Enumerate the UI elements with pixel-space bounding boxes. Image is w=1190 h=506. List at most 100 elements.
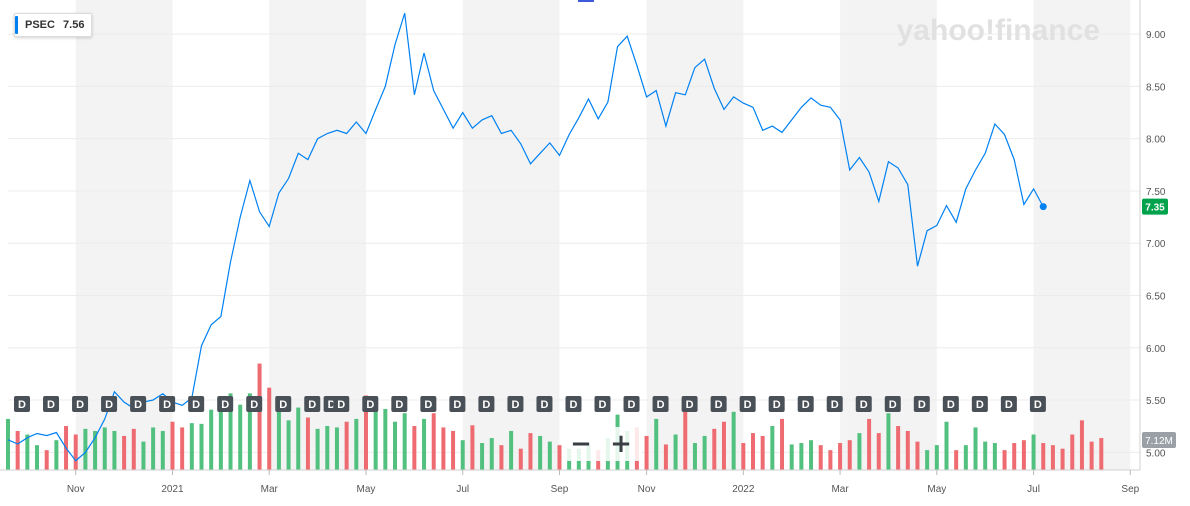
dividend-label: D xyxy=(337,399,345,411)
volume-bar xyxy=(44,450,49,470)
dividend-marker[interactable]: D xyxy=(304,396,321,412)
dividend-marker[interactable]: D xyxy=(188,396,205,412)
dividend-marker[interactable]: D xyxy=(43,396,60,412)
volume-bar xyxy=(547,441,552,470)
volume-bar xyxy=(867,418,872,470)
volume-bar xyxy=(276,411,281,470)
y-tick-label: 7.00 xyxy=(1146,239,1166,250)
dividend-badge xyxy=(594,396,611,412)
dividend-marker[interactable]: D xyxy=(101,396,118,412)
dividend-badge xyxy=(681,396,698,412)
volume-bar xyxy=(189,423,194,470)
dividend-marker[interactable]: D xyxy=(536,396,553,412)
volume-bar xyxy=(702,435,707,470)
dividend-marker[interactable]: D xyxy=(652,396,669,412)
dividend-marker[interactable]: D xyxy=(768,396,785,412)
dividend-label: D xyxy=(657,399,665,411)
volume-bar xyxy=(983,441,988,470)
dividend-label: D xyxy=(889,399,897,411)
dividend-marker[interactable]: D xyxy=(971,396,988,412)
dividend-label: D xyxy=(511,399,519,411)
dividend-marker[interactable]: D xyxy=(681,396,698,412)
volume-bar xyxy=(180,427,185,470)
dividend-marker[interactable]: D xyxy=(855,396,872,412)
volume-bar xyxy=(344,421,349,470)
volume-bar xyxy=(422,418,427,470)
dividend-label: D xyxy=(773,399,781,411)
volume-bar xyxy=(741,443,746,470)
dividend-marker[interactable]: D xyxy=(14,396,30,412)
dividend-marker[interactable]: D xyxy=(333,396,350,412)
dividend-marker[interactable]: D xyxy=(217,396,234,412)
zoom-in-button[interactable]: + xyxy=(610,429,632,459)
dividend-marker[interactable]: D xyxy=(159,396,176,412)
dividend-marker[interactable]: D xyxy=(739,396,756,412)
dividend-marker[interactable]: D xyxy=(275,396,292,412)
volume-bar xyxy=(876,433,881,470)
dividend-marker[interactable]: D xyxy=(710,396,727,412)
dividend-badge xyxy=(217,396,234,412)
dividend-marker[interactable]: D xyxy=(884,396,901,412)
dividend-marker[interactable]: D xyxy=(72,396,89,412)
dividend-marker[interactable]: D xyxy=(826,396,843,412)
price-line xyxy=(7,13,1044,462)
volume-bar xyxy=(847,440,852,470)
dividend-badge xyxy=(72,396,89,412)
y-tick-label: 5.50 xyxy=(1146,396,1166,407)
dividend-badge xyxy=(507,396,524,412)
volume-bar xyxy=(402,413,407,470)
background-band xyxy=(646,0,744,470)
volume-bar xyxy=(499,445,504,470)
dividend-marker[interactable]: D xyxy=(391,396,408,412)
dividend-marker[interactable]: D xyxy=(913,396,930,412)
dividend-marker[interactable]: D xyxy=(594,396,611,412)
price-legend[interactable]: PSEC 7.56 xyxy=(14,13,93,37)
dividend-marker[interactable]: D xyxy=(565,396,582,412)
dividend-marker[interactable]: D xyxy=(246,396,263,412)
volume-bar xyxy=(131,428,136,470)
dividend-label: D xyxy=(1034,399,1042,411)
dividend-marker[interactable]: D xyxy=(362,396,379,412)
volume-bar xyxy=(218,400,223,470)
volume-bar xyxy=(683,407,688,470)
dividend-marker[interactable]: D xyxy=(130,396,147,412)
zoom-out-button[interactable]: − xyxy=(570,429,592,459)
volume-bar xyxy=(1089,441,1094,470)
volume-bar xyxy=(780,418,785,470)
dividend-label: D xyxy=(328,399,336,411)
dividend-marker[interactable]: D xyxy=(942,396,959,412)
dividend-label: D xyxy=(744,399,752,411)
x-tick-label: Jul xyxy=(1027,484,1040,495)
dividend-badge xyxy=(159,396,176,412)
volume-bar xyxy=(750,433,755,470)
volume-bar xyxy=(896,426,901,470)
dividend-marker[interactable]: D xyxy=(623,396,640,412)
dividend-marker[interactable]: D xyxy=(797,396,814,412)
volume-bar xyxy=(1041,443,1046,470)
dividend-marker[interactable]: D xyxy=(1000,396,1017,412)
dividend-label: D xyxy=(395,399,403,411)
dividend-marker[interactable]: D xyxy=(449,396,466,412)
x-tick-label: May xyxy=(927,484,946,495)
dividend-marker[interactable]: D xyxy=(478,396,495,412)
volume-bar xyxy=(412,426,417,470)
volume-bar xyxy=(122,435,127,470)
volume-bar xyxy=(315,428,320,470)
y-tick-label: 7.50 xyxy=(1146,187,1166,198)
volume-bar xyxy=(334,427,339,470)
background-band xyxy=(462,0,560,470)
dividend-marker[interactable]: D xyxy=(420,396,437,412)
volume-bar xyxy=(673,434,678,470)
volume-bar xyxy=(992,443,997,470)
dividend-label: D xyxy=(686,399,694,411)
dividend-marker[interactable]: D xyxy=(1029,396,1046,412)
volume-bar xyxy=(1099,438,1104,470)
dividend-marker[interactable]: D xyxy=(507,396,524,412)
dividend-label: D xyxy=(918,399,926,411)
volume-bar xyxy=(431,413,436,470)
volume-bar xyxy=(770,426,775,470)
dividend-badge xyxy=(188,396,205,412)
volume-bar xyxy=(973,427,978,470)
